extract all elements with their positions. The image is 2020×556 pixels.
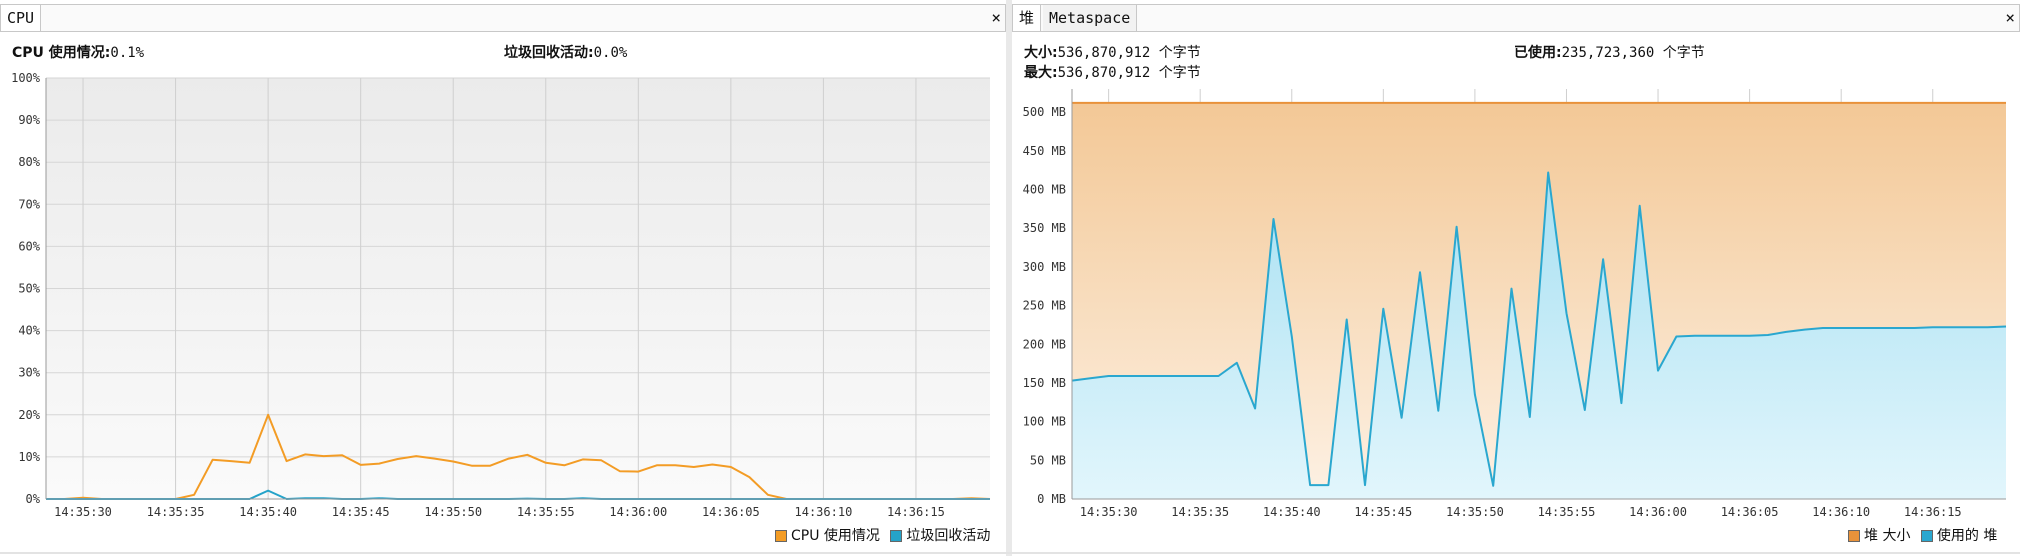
heap-size-label: 大小:: [1024, 45, 1058, 61]
y-tick-label: 70%: [18, 197, 40, 211]
heap-used-label: 已使用:: [1514, 45, 1562, 61]
x-tick-label: 14:35:35: [1171, 505, 1229, 519]
cpu-panel: CPU × CPU 使用情况:0.1% 垃圾回收活动:0.0% 0% 10% 20%…: [0, 0, 1006, 556]
y-tick-label: 150 MB: [1023, 376, 1066, 390]
heap-size-legend-label: 堆 大小: [1864, 528, 1910, 544]
gc-activity-label: 垃圾回收活动:: [504, 45, 594, 61]
y-tick-label: 400 MB: [1023, 183, 1066, 197]
y-tick-label: 100 MB: [1023, 415, 1066, 429]
y-tick-label: 50 MB: [1030, 453, 1066, 467]
heap-panel: 堆 Metaspace × 大小:536,870,912 个字节 最大:536,…: [1012, 0, 2020, 556]
y-tick-label: 60%: [18, 239, 40, 253]
cpu-usage-value: 0.1%: [110, 45, 144, 61]
heap-size-stat: 大小:536,870,912 个字节: [1024, 42, 1201, 62]
y-tick-label: 10%: [18, 450, 40, 464]
gc-activity-value: 0.0%: [594, 45, 628, 61]
x-tick-label: 14:36:05: [702, 505, 760, 519]
cpu-legend-swatch: [775, 530, 787, 542]
x-tick-label: 14:35:45: [332, 505, 390, 519]
y-tick-label: 80%: [18, 155, 40, 169]
gc-activity-stat: 垃圾回收活动:0.0%: [504, 42, 627, 62]
gc-legend-label: 垃圾回收活动: [906, 528, 990, 544]
cpu-close-icon[interactable]: ×: [991, 5, 1001, 31]
x-tick-label: 14:35:50: [1446, 505, 1504, 519]
y-tick-label: 250 MB: [1023, 299, 1066, 313]
heap-used-legend-label: 使用的 堆: [1937, 528, 1997, 544]
heap-size-value: 536,870,912 个字节: [1058, 45, 1201, 61]
y-tick-label: 450 MB: [1023, 144, 1066, 158]
x-tick-label: 14:35:45: [1354, 505, 1412, 519]
y-tick-label: 0 MB: [1037, 492, 1066, 506]
heap-tabbar: 堆 Metaspace ×: [1012, 4, 2020, 32]
tab-heap[interactable]: 堆: [1013, 5, 1041, 31]
heap-close-icon[interactable]: ×: [2005, 5, 2015, 31]
heap-used-legend-swatch: [1921, 530, 1933, 542]
y-tick-label: 500 MB: [1023, 105, 1066, 119]
bottom-border: [0, 552, 2020, 554]
y-tick-label: 30%: [18, 366, 40, 380]
y-tick-label: 350 MB: [1023, 221, 1066, 235]
gc-legend-swatch: [890, 530, 902, 542]
x-tick-label: 14:35:30: [54, 505, 112, 519]
heap-max-label: 最大:: [1024, 65, 1058, 81]
y-tick-label: 300 MB: [1023, 260, 1066, 274]
x-tick-label: 14:36:00: [1629, 505, 1687, 519]
heap-used-stat: 已使用:235,723,360 个字节: [1514, 42, 1705, 62]
y-tick-label: 200 MB: [1023, 337, 1066, 351]
heap-legend: 堆 大小 使用的 堆: [1848, 525, 1997, 545]
x-tick-label: 14:36:05: [1721, 505, 1779, 519]
y-tick-label: 40%: [18, 324, 40, 338]
x-tick-label: 14:35:35: [147, 505, 205, 519]
x-tick-label: 14:36:10: [1812, 505, 1870, 519]
cpu-tabbar: CPU ×: [0, 4, 1006, 32]
cpu-legend-label: CPU 使用情况: [791, 528, 880, 544]
cpu-usage-label: CPU 使用情况:: [12, 45, 110, 61]
x-tick-label: 14:35:30: [1080, 505, 1138, 519]
x-tick-label: 14:36:15: [887, 505, 945, 519]
cpu-usage-chart: 0% 10% 20% 30% 40% 50% 60% 70% 80% 90% 100% 14:35:3…: [0, 60, 1006, 530]
y-tick-label: 0%: [26, 492, 41, 506]
tab-cpu[interactable]: CPU: [1, 5, 41, 31]
heap-usage-chart: 0 MB 50 MB 100 MB 150 MB 200 MB 250 MB 300 MB 3…: [1012, 80, 2020, 530]
y-tick-label: 20%: [18, 408, 40, 422]
heap-used-value: 235,723,360 个字节: [1562, 45, 1705, 61]
heap-max-stat: 最大:536,870,912 个字节: [1024, 62, 1201, 82]
y-tick-label: 100%: [11, 71, 41, 85]
x-tick-label: 14:35:40: [239, 505, 297, 519]
tab-metaspace[interactable]: Metaspace: [1043, 5, 1137, 31]
cpu-legend: CPU 使用情况 垃圾回收活动: [775, 525, 990, 545]
x-tick-label: 14:35:50: [424, 505, 482, 519]
y-tick-label: 50%: [18, 282, 40, 296]
y-tick-label: 90%: [18, 113, 40, 127]
x-tick-label: 14:36:10: [795, 505, 853, 519]
cpu-usage-stat: CPU 使用情况:0.1%: [12, 42, 144, 62]
x-tick-label: 14:36:00: [609, 505, 667, 519]
x-tick-label: 14:35:55: [1538, 505, 1596, 519]
x-tick-label: 14:35:55: [517, 505, 575, 519]
heap-max-value: 536,870,912 个字节: [1058, 65, 1201, 81]
heap-size-legend-swatch: [1848, 530, 1860, 542]
x-tick-label: 14:35:40: [1263, 505, 1321, 519]
x-tick-label: 14:36:15: [1904, 505, 1962, 519]
